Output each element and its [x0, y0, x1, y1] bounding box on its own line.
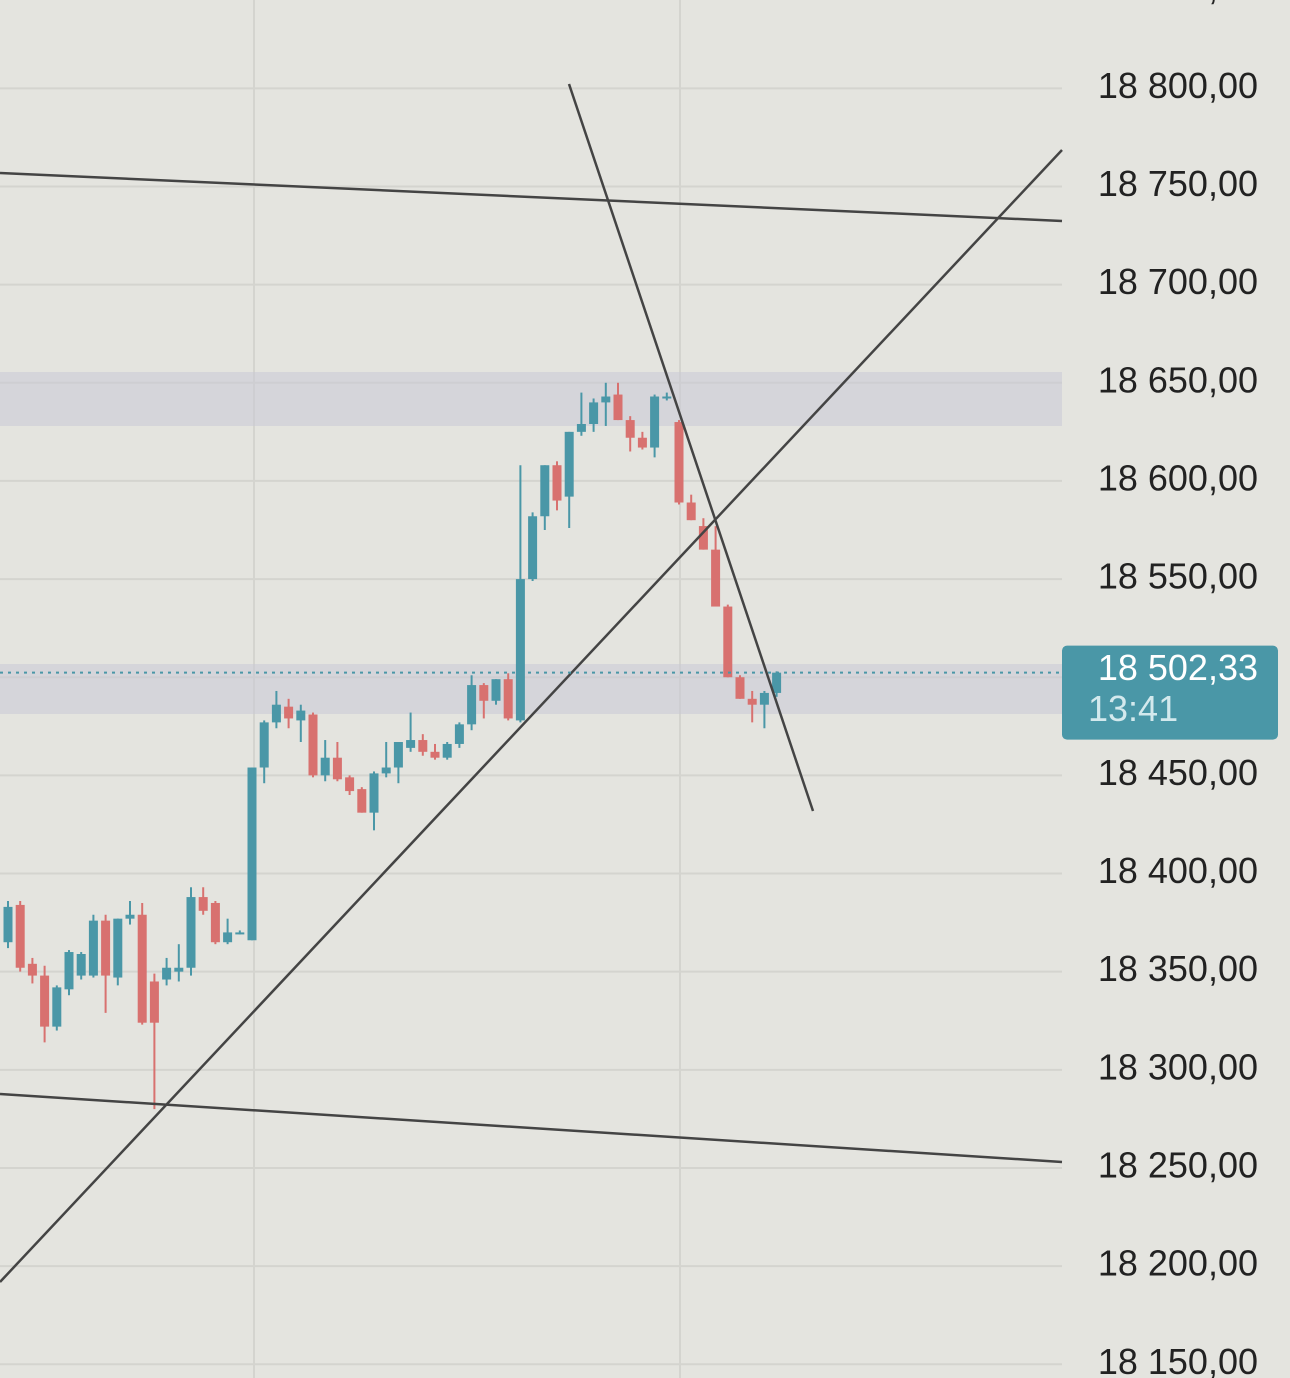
candle-body — [759, 692, 769, 705]
candle-body — [491, 679, 501, 701]
candle-body — [198, 897, 208, 911]
candle-body — [101, 920, 111, 976]
y-tick-label: 18 750,00 — [1098, 163, 1258, 204]
candle-body — [345, 777, 355, 792]
candle-body — [235, 932, 245, 935]
y-tick-label: 18 700,00 — [1098, 261, 1258, 302]
candle-body — [332, 757, 342, 780]
y-tick-label: 18 600,00 — [1098, 457, 1258, 498]
candle-body — [149, 981, 159, 1023]
candle-body — [650, 396, 660, 448]
candles — [3, 382, 782, 1110]
candle-body — [686, 502, 696, 521]
candle-body — [64, 952, 74, 990]
candle-body — [564, 431, 574, 497]
y-tick-label: 18 400,00 — [1098, 850, 1258, 891]
candle-body — [369, 773, 379, 813]
candle-body — [528, 516, 538, 580]
candle-body — [747, 698, 757, 705]
candle-body — [3, 906, 13, 943]
price-label-box — [1062, 645, 1278, 740]
candle-body — [137, 914, 147, 1023]
candle-body — [406, 740, 416, 748]
y-tick-label: 18 200,00 — [1098, 1243, 1258, 1284]
candle-body — [320, 757, 330, 776]
candle-body — [381, 767, 391, 774]
y-tick-label: 18 850,00 — [1098, 0, 1258, 8]
trend-line — [0, 149, 1063, 1283]
candle-body — [418, 740, 428, 752]
candle-body — [467, 685, 477, 725]
candle-body — [772, 672, 782, 693]
candle-body — [430, 751, 440, 758]
candle-body — [515, 579, 525, 721]
y-tick-label: 18 650,00 — [1098, 359, 1258, 400]
candle-body — [296, 710, 306, 721]
candle-body — [162, 967, 172, 980]
candle-body — [589, 402, 599, 424]
candle-body — [186, 897, 196, 968]
candle-body — [247, 767, 257, 941]
candle-body — [735, 677, 745, 699]
y-tick-label: 18 350,00 — [1098, 948, 1258, 989]
trend-line — [0, 1092, 1063, 1164]
candle-body — [503, 679, 513, 719]
candle-body — [723, 606, 733, 678]
candle-body — [698, 526, 708, 550]
candle-body — [308, 714, 318, 776]
candle-body — [601, 396, 611, 403]
candle-body — [284, 706, 294, 719]
trend-line — [567, 83, 815, 812]
zone — [0, 664, 1062, 714]
candle-body — [393, 742, 403, 768]
candle-body — [223, 932, 233, 943]
candle-body — [613, 394, 623, 421]
current-price-label: 18 502,33 — [1098, 647, 1258, 688]
candle-body — [662, 396, 672, 399]
candle-body — [442, 743, 452, 758]
candle-body — [15, 904, 25, 968]
candle-body — [552, 465, 562, 501]
candle-body — [674, 422, 684, 503]
candle-body — [454, 724, 464, 744]
y-tick-label: 18 300,00 — [1098, 1046, 1258, 1087]
candle-body — [174, 967, 184, 972]
y-tick-label: 18 450,00 — [1098, 752, 1258, 793]
candle-body — [210, 902, 220, 943]
candle-body — [113, 918, 123, 978]
candle-body — [357, 789, 367, 813]
candle-body — [271, 704, 281, 723]
candle-body — [637, 437, 647, 448]
candle-body — [52, 987, 62, 1027]
y-tick-label: 18 800,00 — [1098, 65, 1258, 106]
y-tick-label: 18 250,00 — [1098, 1144, 1258, 1185]
y-tick-label: 18 550,00 — [1098, 556, 1258, 597]
candle-body — [76, 954, 86, 976]
y-tick-label: 18 150,00 — [1098, 1341, 1258, 1378]
trend-lines — [0, 83, 1063, 1283]
candle-body — [625, 420, 635, 438]
candle-body — [125, 914, 135, 919]
candle-body — [88, 920, 98, 976]
candle-body — [540, 465, 550, 517]
candle-body — [711, 549, 721, 607]
candle-body — [479, 685, 489, 701]
zone — [0, 372, 1062, 426]
candle-body — [27, 963, 37, 976]
candle-body — [576, 424, 586, 432]
candle-body — [259, 722, 269, 768]
candle-body — [40, 975, 50, 1027]
countdown: 13:41 — [1088, 688, 1178, 729]
trend-line — [0, 171, 1063, 223]
